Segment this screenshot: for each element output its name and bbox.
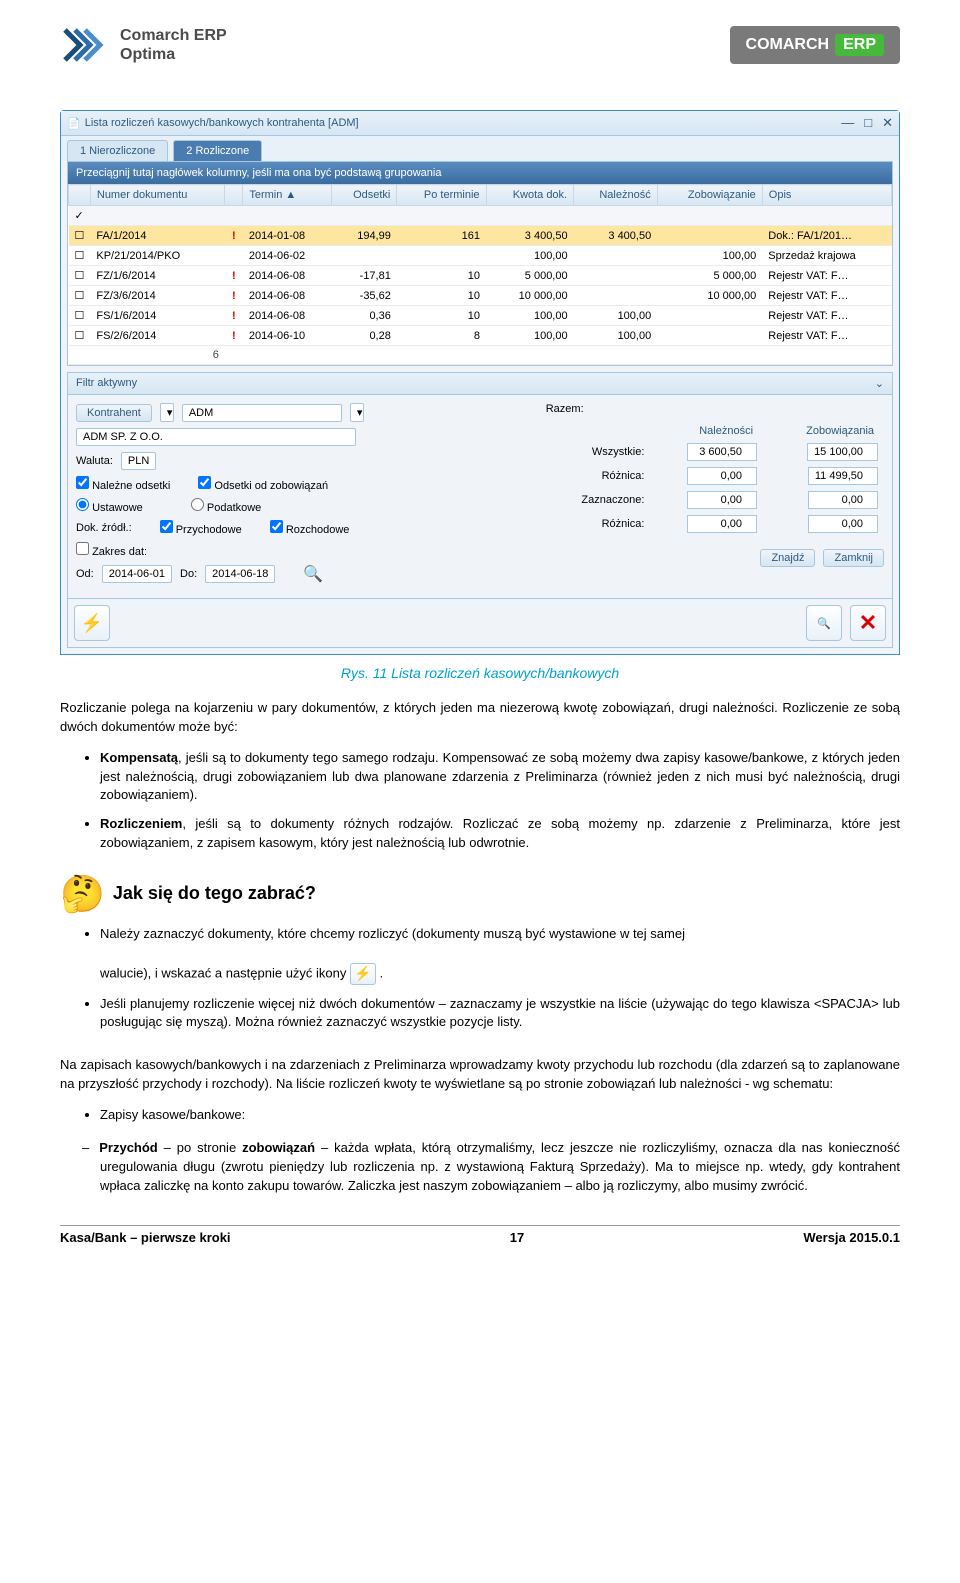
- dok-label: Dok. źródł.:: [76, 522, 132, 534]
- list-item-kompensata: Kompensatą, jeśli są to dokumenty tego s…: [100, 749, 900, 806]
- logo-text-2: Optima: [120, 45, 227, 64]
- footer-right: Wersja 2015.0.1: [803, 1230, 900, 1245]
- table-row[interactable]: ☐FS/2/6/2014!2014-06-100,288100,00100,00…: [69, 326, 892, 346]
- logo-chevrons-icon: [60, 20, 110, 70]
- logo-right-badge: ERP: [835, 34, 884, 56]
- figure-caption: Rys. 11 Lista rozliczeń kasowych/bankowy…: [60, 665, 900, 681]
- znajdz-button[interactable]: Znajdź: [760, 549, 815, 567]
- question-title: Jak się do tego zabrać?: [113, 883, 316, 904]
- page-footer: Kasa/Bank – pierwsze kroki 17 Wersja 201…: [60, 1225, 900, 1245]
- cb-odsetki-zob[interactable]: Odsetki od zobowiązań: [198, 476, 328, 492]
- paragraph-2: Na zapisach kasowych/bankowych i na zdar…: [60, 1056, 900, 1094]
- col-odsetki[interactable]: Odsetki: [332, 185, 397, 206]
- logo-text-1: Comarch ERP: [120, 26, 227, 45]
- window-title: Lista rozliczeń kasowych/bankowych kontr…: [85, 117, 359, 129]
- table-row[interactable]: ☐FZ/3/6/2014!2014-06-08-35,621010 000,00…: [69, 286, 892, 306]
- bolt-inline-icon: ⚡: [350, 963, 376, 985]
- table-row[interactable]: ☐FA/1/2014!2014-01-08194,991613 400,503 …: [69, 226, 892, 246]
- close-icon[interactable]: ✕: [882, 115, 893, 131]
- tab-nierozliczone[interactable]: 1 Nierozliczone: [67, 140, 168, 161]
- row-count: 6: [90, 346, 224, 365]
- table-header-row: Numer dokumentu Termin ▲ Odsetki Po term…: [69, 185, 892, 206]
- kontrahent-full: ADM SP. Z O.O.: [76, 428, 356, 446]
- minimize-icon[interactable]: —: [841, 115, 854, 131]
- table-row[interactable]: ☐KP/21/2014/PKO2014-06-02100,00100,00Spr…: [69, 246, 892, 266]
- list-item-rozliczenie: Rozliczeniem, jeśli są to dokumenty różn…: [100, 815, 900, 853]
- waluta-label: Waluta:: [76, 455, 113, 467]
- table-row[interactable]: ☐FS/1/6/2014!2014-06-080,3610100,00100,0…: [69, 306, 892, 326]
- logo-left: Comarch ERP Optima: [60, 20, 227, 70]
- cb-nalezne[interactable]: Należne odsetki: [76, 476, 170, 492]
- col-poterminie[interactable]: Po terminie: [397, 185, 486, 206]
- rb-podatkowe[interactable]: Podatkowe: [191, 498, 262, 514]
- logo-right: COMARCH ERP: [730, 26, 900, 64]
- group-hint: Przeciągnij tutaj nagłówek kolumny, jeśl…: [68, 162, 892, 184]
- question-emoji-icon: 🤔: [60, 873, 105, 915]
- list-item-4: Jeśli planujemy rozliczenie więcej niż d…: [100, 995, 900, 1033]
- cb-rozch[interactable]: Rozchodowe: [270, 520, 350, 536]
- do-label: Do:: [180, 568, 197, 580]
- col-termin[interactable]: Termin ▲: [243, 185, 332, 206]
- od-label: Od:: [76, 568, 94, 580]
- paragraph-1: Rozliczanie polega na kojarzeniu w pary …: [60, 699, 900, 737]
- cb-zakres[interactable]: Zakres dat:: [76, 542, 147, 558]
- col-opis[interactable]: Opis: [762, 185, 891, 206]
- filter-label: Filtr aktywny: [76, 377, 137, 390]
- app-window: 📄 Lista rozliczeń kasowych/bankowych kon…: [60, 110, 900, 655]
- filter-expand-icon[interactable]: ⌄: [875, 377, 884, 390]
- close-button[interactable]: ✕: [850, 605, 886, 641]
- binoculars-icon[interactable]: 🔍: [303, 564, 323, 584]
- sub-item-przychod: Przychód – po stronie zobowiązań – każda…: [100, 1139, 900, 1196]
- window-icon: 📄: [67, 117, 81, 130]
- col-kwota[interactable]: Kwota dok.: [486, 185, 574, 206]
- data-table: Numer dokumentu Termin ▲ Odsetki Po term…: [68, 184, 892, 365]
- waluta-select[interactable]: PLN: [121, 452, 156, 470]
- search-button[interactable]: 🔍: [806, 605, 842, 641]
- list-item-5: Zapisy kasowe/bankowe:: [100, 1106, 900, 1125]
- col-doc[interactable]: Numer dokumentu: [90, 185, 224, 206]
- col-naleznosc[interactable]: Należność: [574, 185, 658, 206]
- table-row[interactable]: ☐FZ/1/6/2014!2014-06-08-17,81105 000,005…: [69, 266, 892, 286]
- filter-row[interactable]: ✓: [69, 206, 892, 226]
- col-zobowiazanie[interactable]: Zobowiązanie: [657, 185, 762, 206]
- razem-label: Razem:: [546, 403, 584, 415]
- list-item-3: Należy zaznaczyć dokumenty, które chcemy…: [100, 925, 900, 985]
- maximize-icon[interactable]: □: [864, 115, 872, 131]
- od-date[interactable]: 2014-06-01: [102, 565, 172, 583]
- tab-rozliczone[interactable]: 2 Rozliczone: [173, 140, 262, 161]
- footer-center: 17: [510, 1230, 524, 1245]
- do-date[interactable]: 2014-06-18: [205, 565, 275, 583]
- footer-left: Kasa/Bank – pierwsze kroki: [60, 1230, 231, 1245]
- page-header: Comarch ERP Optima COMARCH ERP: [60, 20, 900, 70]
- cb-przych[interactable]: Przychodowe: [160, 520, 242, 536]
- zamknij-button[interactable]: Zamknij: [823, 549, 884, 567]
- logo-right-text: COMARCH: [746, 36, 830, 54]
- kontrahent-input[interactable]: ADM: [182, 404, 342, 422]
- kontrahent-button[interactable]: Kontrahent: [76, 404, 152, 422]
- rb-ustawowe[interactable]: Ustawowe: [76, 498, 143, 514]
- bolt-button[interactable]: ⚡: [74, 605, 110, 641]
